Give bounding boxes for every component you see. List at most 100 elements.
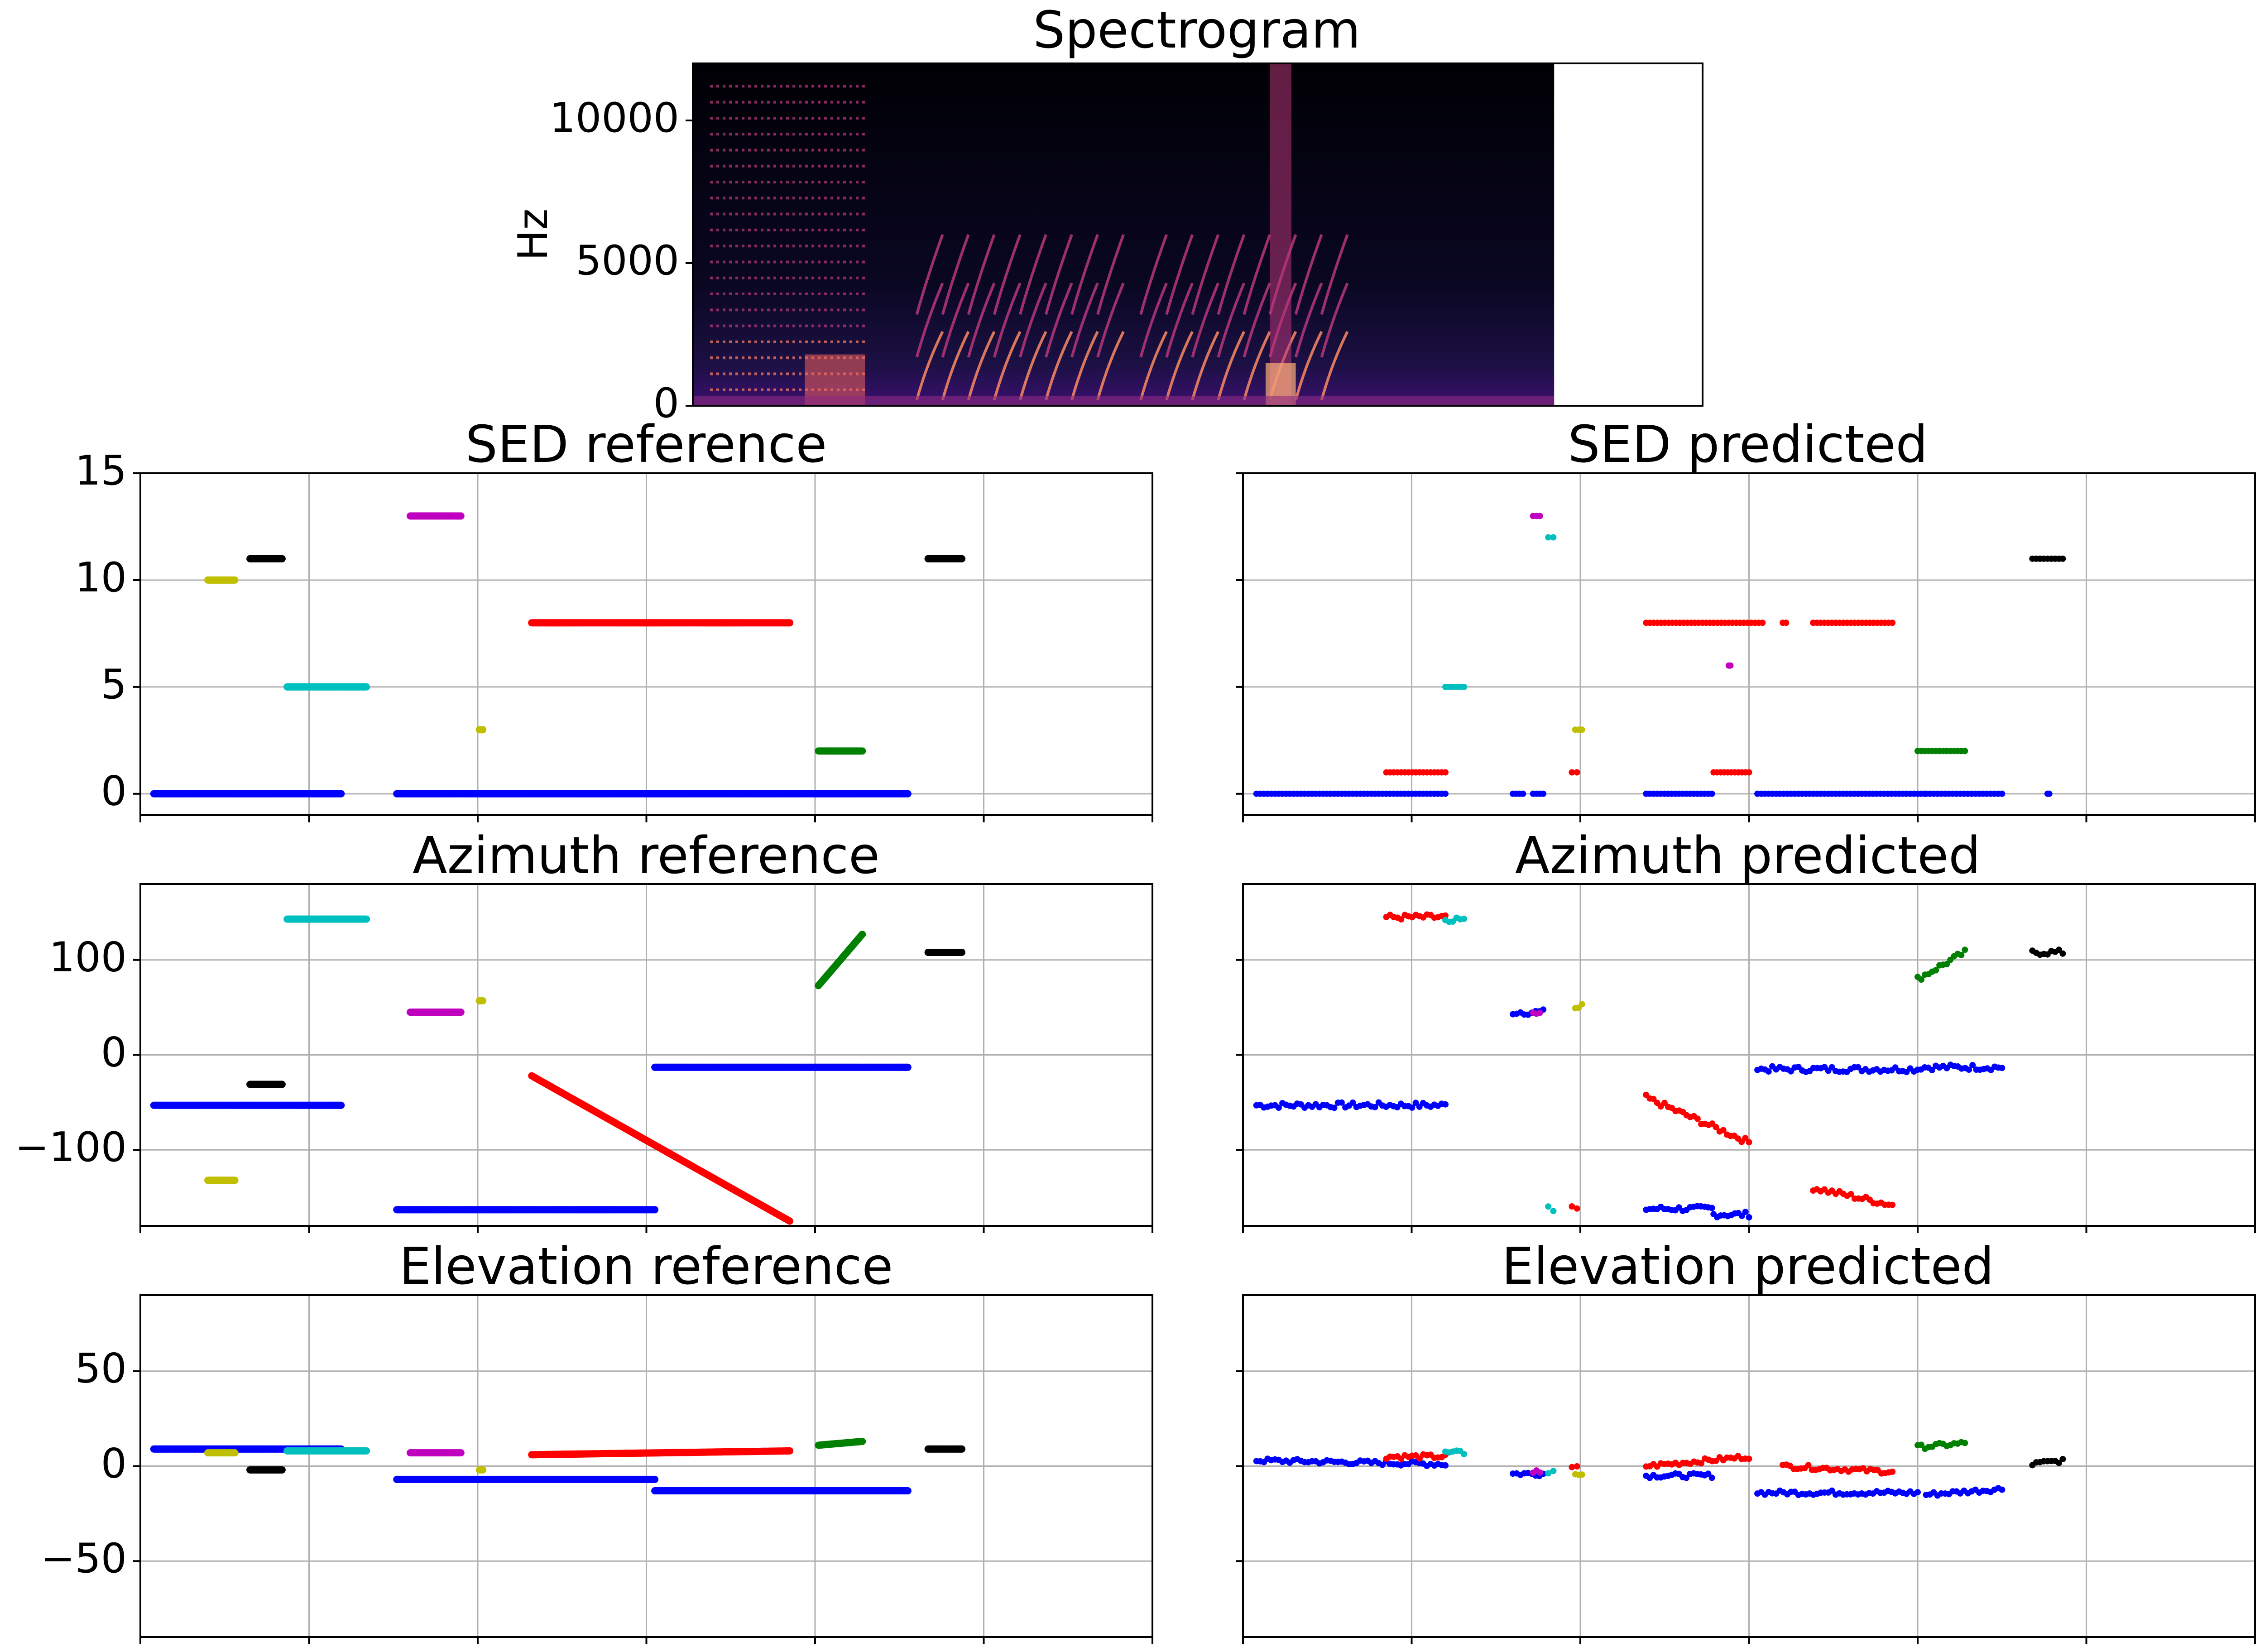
chirp bbox=[1217, 234, 1246, 315]
chirp bbox=[1070, 282, 1099, 358]
series bbox=[1253, 1455, 2006, 1499]
spectrogram-title: Spectrogram bbox=[1033, 1, 1361, 60]
data-point bbox=[1915, 1489, 1921, 1496]
chirp bbox=[915, 282, 944, 358]
data-point bbox=[859, 1438, 866, 1445]
spectrogram-ylabel: Hz bbox=[509, 209, 557, 261]
data-point bbox=[1889, 1201, 1896, 1208]
data-point bbox=[1999, 790, 2006, 797]
data-point bbox=[479, 1466, 487, 1474]
data-point bbox=[1999, 1065, 2006, 1071]
data-point bbox=[457, 1008, 465, 1016]
data-point bbox=[859, 747, 866, 755]
series bbox=[815, 747, 866, 755]
data-point bbox=[363, 915, 370, 923]
chirp bbox=[967, 234, 996, 315]
y-tick-label: 0 bbox=[101, 1440, 127, 1487]
data-point bbox=[278, 1081, 286, 1088]
chirp bbox=[1139, 331, 1168, 401]
chirp bbox=[1096, 234, 1125, 315]
chirp bbox=[1320, 282, 1349, 358]
data-point bbox=[231, 1177, 239, 1184]
data-point bbox=[651, 1475, 659, 1483]
chirp bbox=[1070, 331, 1099, 401]
data-point bbox=[363, 1447, 370, 1455]
spectrogram-frame bbox=[692, 62, 1703, 407]
series bbox=[150, 1063, 912, 1214]
series bbox=[407, 1449, 465, 1457]
data-point bbox=[1461, 683, 1467, 690]
series bbox=[1383, 911, 1896, 1212]
chirp bbox=[993, 234, 1022, 315]
data-point bbox=[1520, 790, 1526, 797]
series bbox=[1530, 513, 1734, 669]
chirp bbox=[1191, 282, 1220, 358]
chirp bbox=[1018, 282, 1047, 358]
grid-lines bbox=[139, 1295, 1153, 1637]
sed-reference-title: SED reference bbox=[465, 415, 827, 474]
data-point bbox=[2059, 1456, 2066, 1462]
data-point bbox=[231, 576, 239, 584]
data-points bbox=[150, 915, 966, 1225]
data-point bbox=[1765, 1068, 1772, 1075]
data-point bbox=[1999, 1486, 2006, 1493]
series bbox=[1572, 1471, 1585, 1478]
series bbox=[528, 1447, 794, 1459]
data-point bbox=[1742, 1209, 1749, 1215]
chirp bbox=[1243, 234, 1272, 315]
series bbox=[407, 512, 465, 520]
data-point bbox=[1727, 662, 1734, 669]
chirp bbox=[993, 331, 1022, 401]
data-point bbox=[1461, 915, 1467, 922]
chirp bbox=[1139, 234, 1168, 315]
data-point bbox=[1545, 534, 1552, 541]
data-point bbox=[786, 619, 794, 627]
elevation-reference-title: Elevation reference bbox=[399, 1237, 893, 1296]
data-point bbox=[1461, 1450, 1467, 1457]
grid-lines bbox=[1242, 884, 2256, 1226]
data-point bbox=[1442, 1462, 1449, 1469]
chirp bbox=[941, 282, 970, 358]
ticks bbox=[1236, 1370, 2256, 1644]
series bbox=[1253, 1006, 2006, 1220]
data-points bbox=[150, 512, 966, 797]
data-point bbox=[479, 726, 487, 734]
grid-lines bbox=[1242, 472, 2256, 815]
chirp bbox=[1070, 234, 1099, 315]
y-tick-label: 5000 bbox=[576, 237, 679, 284]
data-point bbox=[1746, 769, 1752, 776]
data-points bbox=[1253, 911, 2066, 1220]
grid-lines bbox=[139, 472, 1153, 815]
data-point bbox=[1962, 1440, 1968, 1446]
series bbox=[528, 619, 794, 627]
elevation-predicted-title: Elevation predicted bbox=[1502, 1237, 1994, 1296]
data-point bbox=[2046, 790, 2053, 797]
data-point bbox=[1746, 1214, 1752, 1220]
y-tick-label: 10 bbox=[75, 554, 127, 601]
data-point bbox=[651, 1206, 659, 1214]
series bbox=[1253, 790, 2053, 797]
y-tick-label: 100 bbox=[49, 934, 127, 981]
y-tick-label: 5 bbox=[101, 661, 127, 708]
chirp bbox=[967, 331, 996, 401]
data-point bbox=[958, 949, 966, 956]
data-point bbox=[278, 555, 286, 562]
chirp bbox=[1294, 234, 1323, 315]
data-point bbox=[1962, 748, 1968, 754]
chirp bbox=[1096, 331, 1125, 401]
data-point bbox=[1536, 1009, 1543, 1016]
series bbox=[1915, 1439, 1968, 1452]
chirp bbox=[915, 331, 944, 401]
data-point bbox=[337, 790, 345, 797]
series bbox=[1383, 620, 1896, 776]
data-point bbox=[2059, 950, 2066, 957]
chirp bbox=[1165, 234, 1194, 315]
chirp bbox=[1294, 282, 1323, 358]
series bbox=[1442, 534, 1557, 690]
